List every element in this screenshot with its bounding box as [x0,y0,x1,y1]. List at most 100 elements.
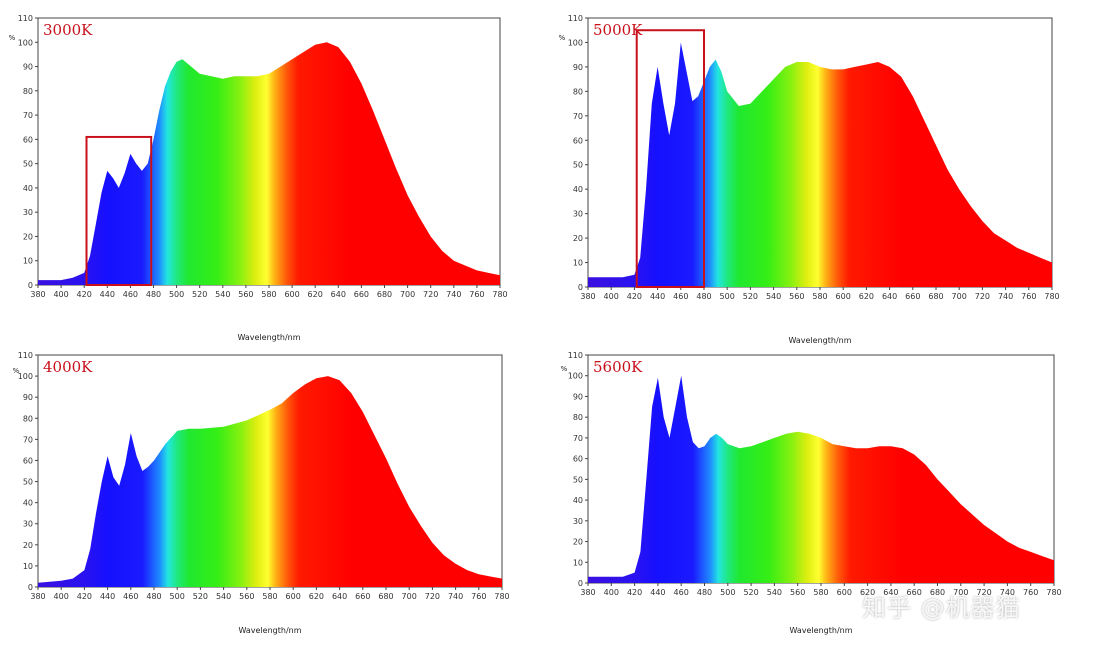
x-tick-label: 520 [193,592,208,601]
y-tick-label: 20 [23,232,33,241]
y-tick-label: 80 [573,413,583,422]
y-tick-label: 30 [573,517,583,526]
x-tick-label: 700 [402,592,417,601]
x-tick-label: 520 [743,292,758,301]
x-tick-label: 540 [216,592,231,601]
x-tick-label: 780 [1044,292,1059,301]
watermark: 知乎 @机器猫 [862,594,1021,622]
x-tick-label: 600 [284,290,299,299]
y-tick-label: 20 [573,538,583,547]
highlight-box-blue-peaks [635,29,705,289]
x-tick-label: 400 [604,588,619,597]
x-tick-label: 380 [30,592,45,601]
spectrum-panel-4000k: 380 400 420 440 460 480 500 520 540 560 580 600 620 6… [0,325,550,650]
x-tick-label: 620 [860,588,875,597]
x-tick-label: 700 [952,292,967,301]
x-tick-label: 620 [859,292,874,301]
y-tick-label: 80 [23,414,33,423]
y-tick-label: 100 [568,38,583,47]
x-tick-label: 680 [928,292,943,301]
x-tick-label: 580 [812,292,827,301]
x-axis-label: Wavelength/nm [238,626,301,635]
x-tick-label: 540 [766,292,781,301]
y-tick-label: 60 [573,455,583,464]
x-tick-label: 780 [494,592,509,601]
x-tick-label: 660 [905,292,920,301]
x-tick-label: 660 [355,592,370,601]
y-tick-label: 20 [23,541,33,550]
x-tick-label: 520 [192,290,207,299]
x-tick-label: 540 [767,588,782,597]
x-tick-label: 560 [790,588,805,597]
y-tick-label: 10 [23,562,33,571]
y-tick-label: 100 [568,372,583,381]
x-tick-label: 400 [604,292,619,301]
highlight-box-blue-peaks [85,135,153,286]
x-tick-label: 560 [789,292,804,301]
spectrum-panel-3000k: 380 400 420 440 460 480 500 520 540 560 580 600 620 6… [0,0,550,342]
x-tick-label: 580 [813,588,828,597]
x-tick-label: 420 [627,588,642,597]
y-tick-label: 40 [573,496,583,505]
x-tick-label: 640 [882,292,897,301]
x-tick-label: 740 [446,290,461,299]
spectrum-chart-5600k: 380 400 420 440 460 480 500 520 540 560 580 600 620 6… [561,351,1062,635]
x-tick-label: 760 [471,592,486,601]
x-tick-label: 480 [146,290,161,299]
y-tick-label: 110 [18,14,33,23]
x-tick-label: 420 [77,290,92,299]
y-tick-label: 70 [573,112,583,121]
x-tick-label: 720 [976,588,991,597]
x-tick-label: 680 [378,592,393,601]
x-tick-label: 520 [743,588,758,597]
y-tick-label: 90 [573,392,583,401]
x-tick-label: 720 [423,290,438,299]
y-axis-label: % [13,367,20,375]
x-tick-label: 640 [331,290,346,299]
x-tick-label: 760 [469,290,484,299]
x-tick-label: 480 [146,592,161,601]
x-tick-label: 700 [400,290,415,299]
y-tick-label: 0 [28,583,33,592]
y-tick-label: 90 [573,63,583,72]
y-tick-label: 110 [568,14,583,23]
spectrum-area [588,375,1054,583]
x-tick-label: 540 [215,290,230,299]
y-axis-label: % [561,365,568,373]
y-tick-label: 90 [23,63,33,72]
y-tick-label: 60 [23,135,33,144]
x-tick-label: 380 [580,292,595,301]
y-tick-label: 60 [573,136,583,145]
x-tick-label: 780 [492,290,507,299]
x-tick-label: 720 [975,292,990,301]
x-tick-label: 400 [53,290,68,299]
y-tick-label: 0 [28,281,33,290]
spectrum-panel-5000k: 380 400 420 440 460 480 500 520 540 560 580 600 620 6… [550,0,1100,345]
y-tick-label: 30 [23,520,33,529]
color-temperature-label: 5600K [593,358,643,376]
x-tick-label: 620 [309,592,324,601]
x-tick-label: 440 [100,592,115,601]
x-tick-label: 600 [836,292,851,301]
y-tick-label: 10 [573,259,583,268]
x-tick-label: 420 [77,592,92,601]
y-tick-label: 80 [573,87,583,96]
x-tick-label: 760 [1021,292,1036,301]
y-tick-label: 110 [568,351,583,360]
y-tick-label: 40 [573,185,583,194]
spectrum-area [38,42,500,285]
y-tick-label: 20 [573,234,583,243]
x-tick-label: 600 [286,592,301,601]
x-tick-label: 740 [998,292,1013,301]
spectrum-panel-5600k: 380 400 420 440 460 480 500 520 540 560 580 600 620 6… [550,325,1100,650]
y-tick-label: 40 [23,499,33,508]
x-tick-label: 600 [837,588,852,597]
y-tick-label: 80 [23,87,33,96]
x-tick-label: 680 [930,588,945,597]
color-temperature-label: 3000K [43,21,93,39]
x-tick-label: 480 [696,292,711,301]
x-axis-label: Wavelength/nm [237,333,300,342]
x-tick-label: 720 [425,592,440,601]
x-tick-label: 680 [377,290,392,299]
x-tick-label: 780 [1046,588,1061,597]
